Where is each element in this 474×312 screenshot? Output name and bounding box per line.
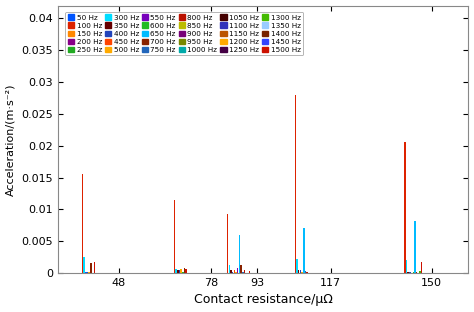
Bar <box>177 270 179 273</box>
Bar <box>244 271 245 273</box>
Bar <box>175 269 177 273</box>
Bar <box>301 272 303 273</box>
Bar <box>185 269 187 273</box>
Bar <box>237 268 238 273</box>
Y-axis label: Acceleration/(m·s⁻²): Acceleration/(m·s⁻²) <box>6 83 16 196</box>
Bar <box>421 261 422 273</box>
Bar <box>408 272 409 273</box>
X-axis label: Contact resistance/μΩ: Contact resistance/μΩ <box>194 294 333 306</box>
Bar <box>412 272 414 273</box>
Bar <box>419 271 421 273</box>
Bar <box>406 260 407 273</box>
Legend: 50 Hz, 100 Hz, 150 Hz, 200 Hz, 250 Hz, 300 Hz, 350 Hz, 400 Hz, 450 Hz, 500 Hz, 5: 50 Hz, 100 Hz, 150 Hz, 200 Hz, 250 Hz, 3… <box>65 12 303 56</box>
Bar <box>92 272 93 273</box>
Bar <box>298 271 300 273</box>
Bar <box>228 266 230 273</box>
Bar <box>173 200 175 273</box>
Bar <box>414 221 416 273</box>
Bar <box>179 270 180 273</box>
Bar <box>418 272 419 273</box>
Bar <box>409 272 410 273</box>
Bar <box>89 272 90 273</box>
Bar <box>234 271 235 273</box>
Bar <box>181 269 182 273</box>
Bar <box>242 272 244 273</box>
Bar <box>246 272 247 273</box>
Bar <box>240 266 242 273</box>
Bar <box>85 272 87 273</box>
Bar <box>232 272 233 273</box>
Bar <box>90 263 91 273</box>
Bar <box>305 271 306 273</box>
Bar <box>404 143 406 273</box>
Bar <box>227 214 228 273</box>
Bar <box>83 257 85 273</box>
Bar <box>238 235 240 273</box>
Bar <box>303 228 304 273</box>
Bar <box>230 271 232 273</box>
Bar <box>235 272 237 273</box>
Bar <box>294 95 296 273</box>
Bar <box>182 272 183 273</box>
Bar <box>93 261 95 273</box>
Bar <box>296 259 298 273</box>
Bar <box>300 271 301 273</box>
Bar <box>416 272 418 273</box>
Bar <box>247 272 248 273</box>
Bar <box>306 272 308 273</box>
Bar <box>249 271 250 273</box>
Bar <box>184 268 185 273</box>
Bar <box>82 174 83 273</box>
Bar <box>87 272 88 273</box>
